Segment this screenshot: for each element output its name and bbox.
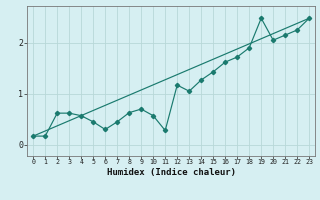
X-axis label: Humidex (Indice chaleur): Humidex (Indice chaleur) [107, 168, 236, 177]
